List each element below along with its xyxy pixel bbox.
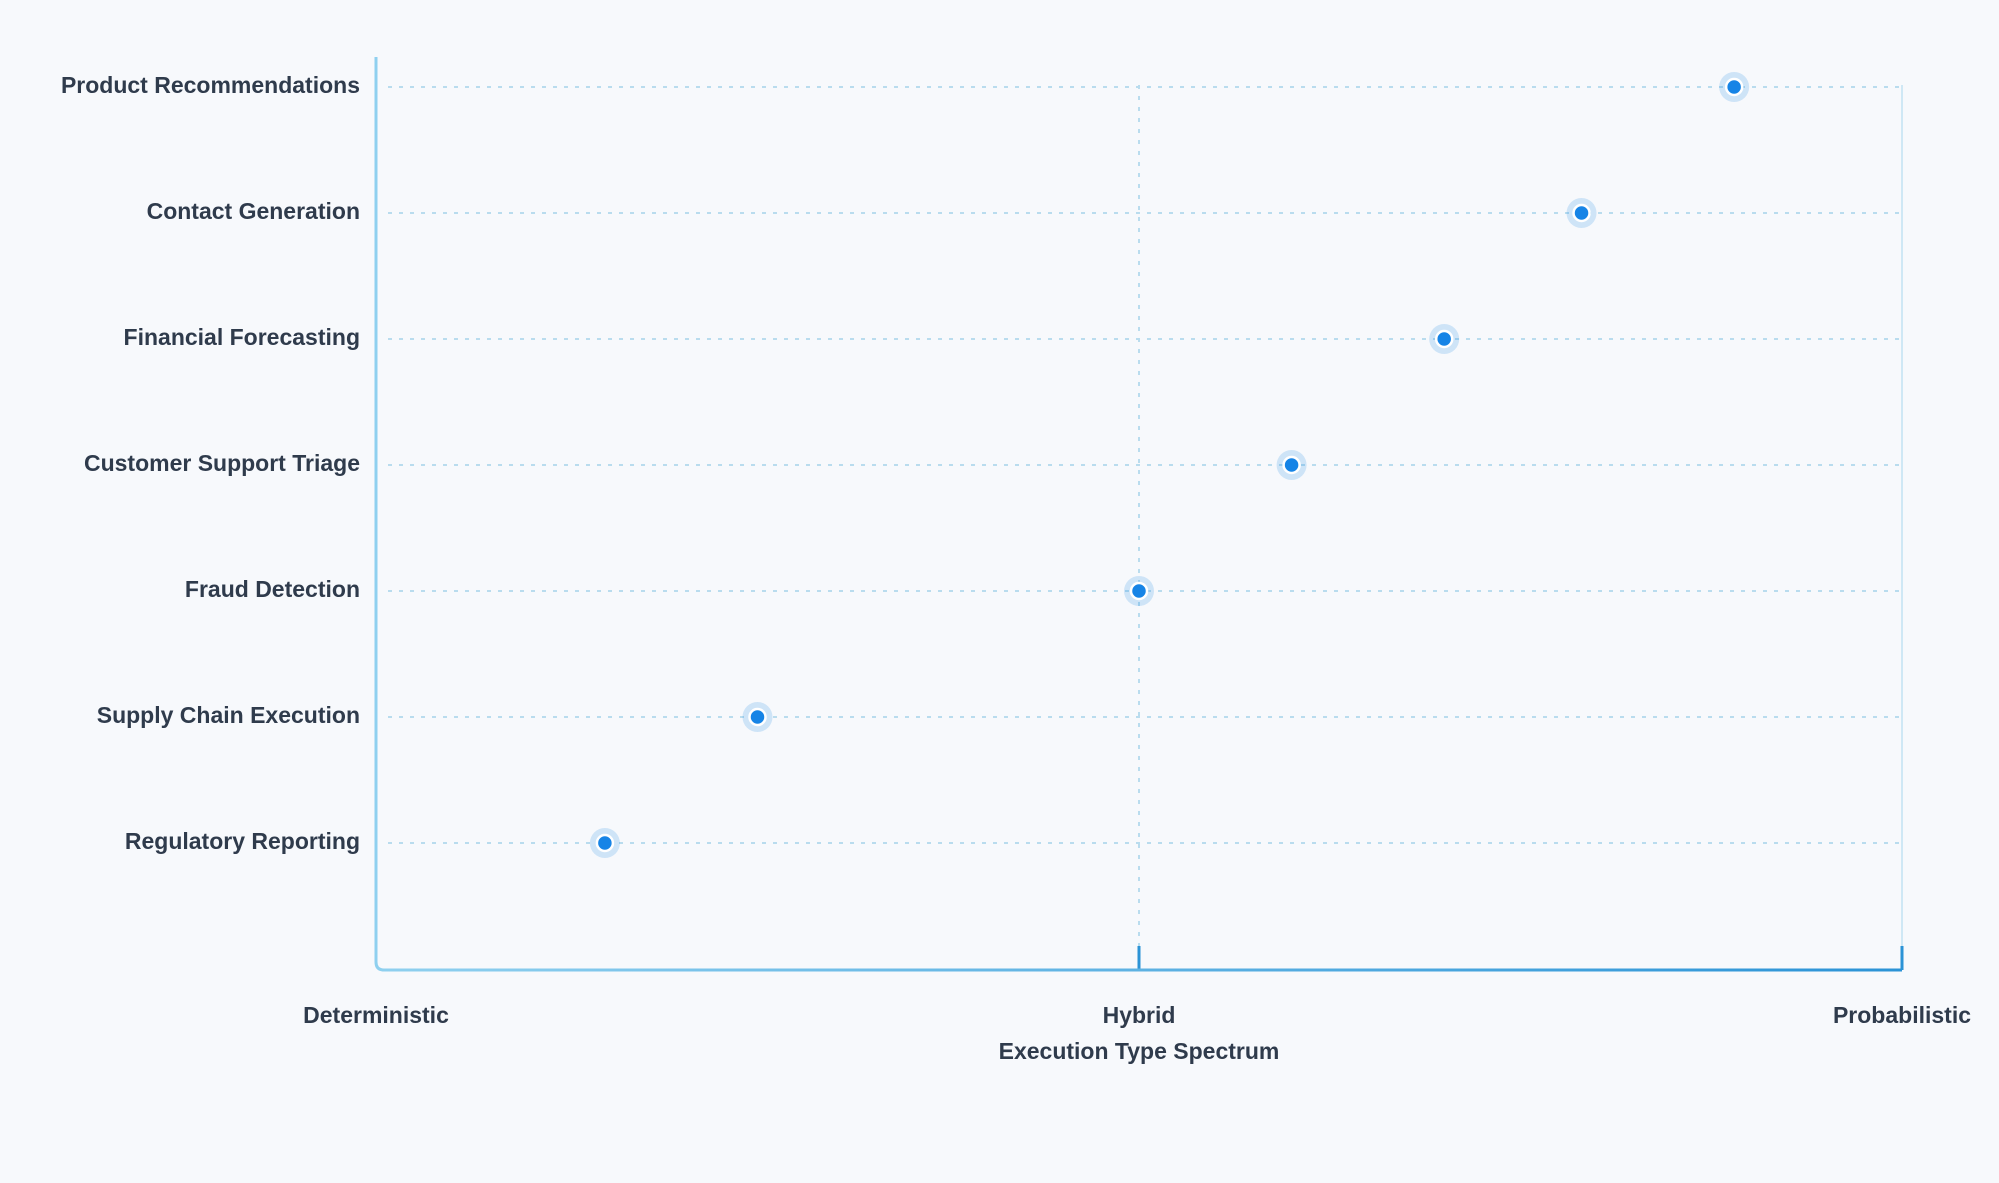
y-tick-label: Financial Forecasting — [124, 324, 360, 350]
y-tick-label: Product Recommendations — [61, 72, 360, 98]
x-tick-label: Probabilistic — [1833, 1002, 1971, 1028]
y-tick-label: Contact Generation — [147, 198, 360, 224]
dot — [595, 833, 615, 853]
dot — [1129, 581, 1149, 601]
x-tick-label: Deterministic — [303, 1002, 449, 1028]
x-axis-title: Execution Type Spectrum — [999, 1038, 1280, 1064]
dot — [1572, 203, 1591, 223]
dot — [1434, 329, 1454, 349]
y-tick-label: Customer Support Triage — [84, 450, 360, 476]
y-tick-label: Fraud Detection — [185, 576, 360, 602]
dot — [1724, 77, 1744, 97]
y-tick-label: Supply Chain Execution — [97, 702, 360, 728]
y-tick-label: Regulatory Reporting — [125, 828, 360, 854]
axis-line — [374, 57, 1902, 972]
dot — [748, 707, 767, 727]
dot — [1282, 455, 1301, 475]
x-tick-label: Hybrid — [1103, 1002, 1176, 1028]
